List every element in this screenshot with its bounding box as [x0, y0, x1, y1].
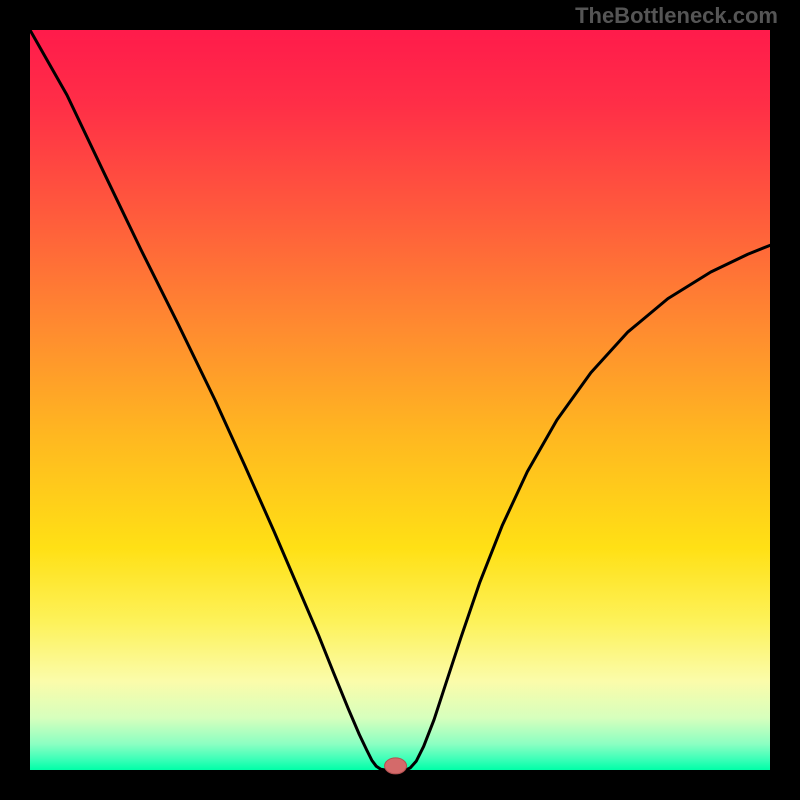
credit-label: TheBottleneck.com [575, 3, 778, 29]
plot-area [30, 30, 770, 770]
optimal-point-marker [385, 758, 407, 774]
marker-layer [30, 30, 770, 770]
bottleneck-chart: TheBottleneck.com [0, 0, 800, 800]
